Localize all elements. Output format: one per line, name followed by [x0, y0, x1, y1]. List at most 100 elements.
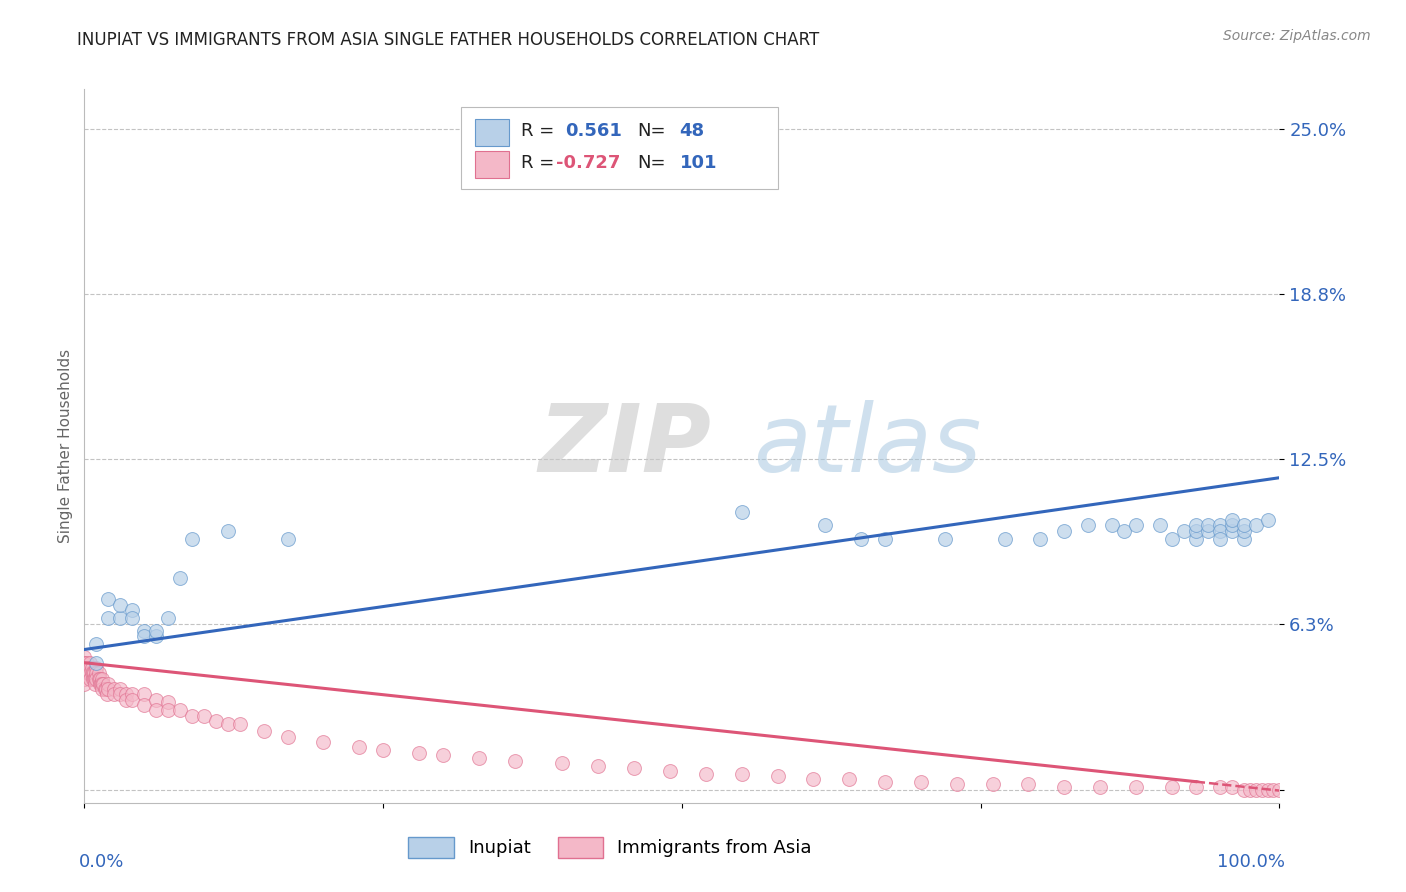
Point — [1029, 532, 1052, 546]
Point — [83, 672, 105, 686]
Point — [97, 677, 120, 691]
Point — [253, 724, 276, 739]
Point — [1257, 513, 1279, 527]
Point — [145, 624, 167, 638]
Point — [1018, 777, 1040, 791]
Point — [86, 656, 108, 670]
Point — [181, 532, 204, 546]
Point — [1077, 518, 1099, 533]
Point — [981, 777, 1004, 791]
Point — [181, 708, 204, 723]
Point — [73, 661, 96, 675]
Bar — [475, 152, 509, 178]
Point — [588, 759, 610, 773]
Point — [84, 677, 107, 691]
Point — [1220, 780, 1243, 794]
Point — [157, 703, 180, 717]
Point — [110, 688, 132, 702]
Point — [934, 532, 956, 546]
Point — [169, 571, 191, 585]
Point — [145, 692, 167, 706]
Point — [94, 682, 117, 697]
Point — [82, 672, 104, 686]
Point — [79, 672, 101, 686]
Point — [132, 698, 156, 712]
Point — [193, 708, 215, 723]
Point — [121, 688, 143, 702]
Point — [121, 692, 143, 706]
Point — [695, 766, 717, 780]
Text: R =: R = — [520, 153, 554, 171]
Point — [97, 592, 120, 607]
Point — [1161, 532, 1184, 546]
Point — [1220, 518, 1243, 533]
Text: Source: ZipAtlas.com: Source: ZipAtlas.com — [1223, 29, 1371, 43]
Text: INUPIAT VS IMMIGRANTS FROM ASIA SINGLE FATHER HOUSEHOLDS CORRELATION CHART: INUPIAT VS IMMIGRANTS FROM ASIA SINGLE F… — [77, 31, 820, 49]
Point — [875, 532, 897, 546]
Point — [145, 703, 167, 717]
Point — [169, 703, 191, 717]
Point — [91, 672, 114, 686]
Point — [110, 598, 132, 612]
Point — [103, 682, 125, 697]
Point — [468, 751, 491, 765]
Point — [121, 603, 143, 617]
Point — [1101, 518, 1123, 533]
Point — [277, 532, 299, 546]
Point — [875, 774, 897, 789]
Point — [73, 650, 96, 665]
Point — [910, 774, 932, 789]
Point — [1149, 518, 1171, 533]
Point — [1185, 524, 1208, 538]
Point — [373, 743, 395, 757]
Point — [89, 677, 111, 691]
Point — [73, 656, 96, 670]
Point — [1209, 532, 1232, 546]
Point — [1114, 524, 1136, 538]
Text: -0.727: -0.727 — [557, 153, 621, 171]
Point — [217, 524, 239, 538]
Point — [731, 766, 754, 780]
Point — [1125, 780, 1147, 794]
Text: N=: N= — [638, 121, 666, 139]
Text: 100.0%: 100.0% — [1218, 853, 1285, 871]
Point — [1125, 518, 1147, 533]
Point — [551, 756, 574, 771]
Point — [115, 688, 138, 702]
Point — [86, 672, 108, 686]
Point — [86, 666, 108, 681]
Point — [1233, 518, 1256, 533]
Point — [73, 666, 96, 681]
Point — [312, 735, 335, 749]
Point — [1263, 782, 1285, 797]
Point — [97, 682, 120, 697]
Point — [73, 656, 96, 670]
Point — [217, 716, 239, 731]
Point — [83, 666, 105, 681]
Point — [110, 611, 132, 625]
Point — [1209, 524, 1232, 538]
Text: 101: 101 — [679, 153, 717, 171]
Point — [1209, 780, 1232, 794]
Point — [731, 505, 754, 519]
Point — [77, 661, 100, 675]
Point — [91, 682, 114, 697]
Text: N=: N= — [638, 153, 666, 171]
Point — [79, 661, 101, 675]
Point — [408, 746, 430, 760]
Point — [115, 692, 138, 706]
Point — [1161, 780, 1184, 794]
Text: 0.0%: 0.0% — [79, 853, 124, 871]
Point — [87, 666, 110, 681]
Point — [84, 672, 107, 686]
Point — [277, 730, 299, 744]
Point — [73, 666, 96, 681]
Point — [623, 761, 645, 775]
Point — [76, 661, 98, 675]
Point — [1185, 532, 1208, 546]
Point — [89, 672, 111, 686]
Point — [79, 656, 101, 670]
Point — [1257, 782, 1279, 797]
Point — [1185, 518, 1208, 533]
Point — [121, 611, 143, 625]
